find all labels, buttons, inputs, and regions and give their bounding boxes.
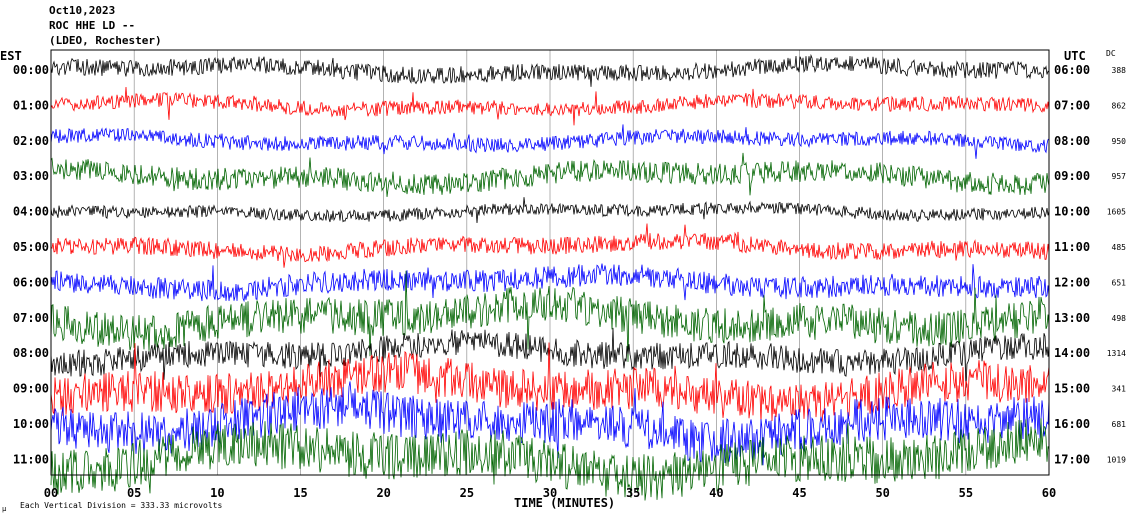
seismic-trace: [50, 197, 1050, 224]
seismic-trace: [50, 263, 1050, 303]
x-tick-label: 10: [210, 486, 224, 500]
est-time-label: 09:00: [13, 382, 49, 396]
utc-time-label: 12:00: [1054, 275, 1090, 289]
est-time-label: 03:00: [13, 169, 49, 183]
x-tick-label: 15: [293, 486, 307, 500]
axis-labels: 00 05 10 15 20 25 30 35 40 45 50 55 60 00:00 06:00 388 0…: [13, 63, 1126, 500]
dc-offset-label: 388: [1112, 66, 1127, 75]
header-station: ROC HHE LD --: [49, 19, 136, 32]
x-tick-label: 55: [959, 486, 973, 500]
dc-offset-label: 950: [1112, 137, 1127, 146]
utc-time-label: 14:00: [1054, 346, 1090, 360]
utc-time-label: 08:00: [1054, 134, 1090, 148]
scale-note: Each Vertical Division = 333.33 microvol…: [20, 501, 222, 510]
x-tick-label: 60: [1042, 486, 1056, 500]
x-axis-title: TIME (MINUTES): [514, 496, 615, 510]
est-time-label: 08:00: [13, 346, 49, 360]
seismic-trace: [50, 53, 1050, 87]
est-time-label: 05:00: [13, 240, 49, 254]
x-tick-label: 05: [127, 486, 141, 500]
utc-axis-title: UTC: [1064, 49, 1086, 63]
x-tick-label: 25: [460, 486, 474, 500]
est-time-label: 02:00: [13, 134, 49, 148]
dc-offset-label: 1314: [1107, 349, 1126, 358]
corner-mark: µ: [2, 505, 7, 513]
est-time-label: 06:00: [13, 275, 49, 289]
dc-offset-label: 862: [1112, 101, 1127, 110]
seismic-trace: [50, 223, 1050, 268]
header-location: (LDEO, Rochester): [49, 34, 162, 47]
dc-offset-label: 681: [1112, 420, 1127, 429]
trace-group: [50, 53, 1050, 501]
utc-time-label: 13:00: [1054, 311, 1090, 325]
dc-offset-label: 651: [1112, 278, 1127, 287]
dc-offset-label: 1019: [1107, 455, 1126, 464]
dc-axis-title: DC: [1106, 49, 1116, 58]
x-tick-label: 00: [44, 486, 58, 500]
est-time-label: 10:00: [13, 417, 49, 431]
utc-time-label: 09:00: [1054, 169, 1090, 183]
seismic-trace: [50, 124, 1050, 159]
dc-offset-label: 485: [1112, 243, 1127, 252]
seismic-trace: [50, 342, 1050, 423]
seismic-trace: [50, 270, 1050, 362]
header-date: Oct10,2023: [49, 4, 116, 17]
utc-time-label: 10:00: [1054, 205, 1090, 219]
est-time-label: 01:00: [13, 98, 49, 112]
utc-time-label: 15:00: [1054, 382, 1090, 396]
seismic-trace: [50, 86, 1050, 126]
x-tick-label: 40: [709, 486, 723, 500]
seismic-trace: [50, 418, 1050, 501]
seismic-trace: [50, 327, 1050, 388]
x-tick-label: 35: [626, 486, 640, 500]
est-time-label: 11:00: [13, 452, 49, 466]
plot-frame: [50, 49, 1050, 476]
dc-offset-label: 957: [1112, 172, 1127, 181]
x-tick-label: 20: [376, 486, 390, 500]
dc-offset-label: 341: [1112, 385, 1127, 394]
est-time-label: 00:00: [13, 63, 49, 77]
dc-offset-label: 1605: [1107, 208, 1126, 217]
utc-time-label: 11:00: [1054, 240, 1090, 254]
x-tick-label: 30: [543, 486, 557, 500]
seismic-trace: [50, 381, 1050, 466]
utc-time-label: 17:00: [1054, 452, 1090, 466]
x-tick-label: 45: [792, 486, 806, 500]
est-time-label: 04:00: [13, 205, 49, 219]
utc-time-label: 16:00: [1054, 417, 1090, 431]
est-time-label: 07:00: [13, 311, 49, 325]
x-tick-label: 50: [875, 486, 889, 500]
utc-time-label: 06:00: [1054, 63, 1090, 77]
est-axis-title: EST: [0, 49, 22, 63]
seismic-trace: [50, 152, 1050, 197]
utc-time-label: 07:00: [1054, 98, 1090, 112]
dc-offset-label: 498: [1112, 314, 1127, 323]
